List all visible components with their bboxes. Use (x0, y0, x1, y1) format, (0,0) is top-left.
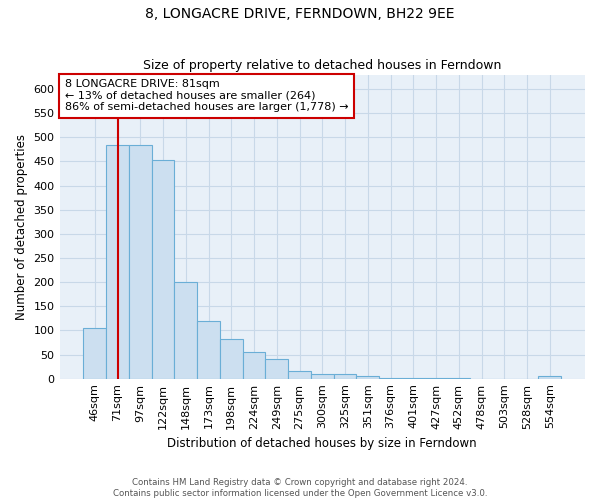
Bar (288, 372, 311, 378)
X-axis label: Distribution of detached houses by size in Ferndown: Distribution of detached houses by size … (167, 437, 477, 450)
Title: Size of property relative to detached houses in Ferndown: Size of property relative to detached ho… (143, 59, 502, 72)
Bar (175, 282, 197, 378)
Bar (334, 374, 356, 378)
Bar (242, 352, 265, 378)
Text: 8, LONGACRE DRIVE, FERNDOWN, BH22 9EE: 8, LONGACRE DRIVE, FERNDOWN, BH22 9EE (145, 8, 455, 22)
Bar (538, 376, 561, 378)
Bar (129, 144, 152, 378)
Bar (83, 328, 106, 378)
Bar (152, 160, 175, 378)
Text: 8 LONGACRE DRIVE: 81sqm
← 13% of detached houses are smaller (264)
86% of semi-d: 8 LONGACRE DRIVE: 81sqm ← 13% of detache… (65, 79, 349, 112)
Bar (311, 374, 334, 378)
Text: Contains HM Land Registry data © Crown copyright and database right 2024.
Contai: Contains HM Land Registry data © Crown c… (113, 478, 487, 498)
Bar (106, 144, 129, 378)
Bar (356, 376, 379, 378)
Bar (220, 339, 242, 378)
Y-axis label: Number of detached properties: Number of detached properties (15, 134, 28, 320)
Bar (197, 321, 220, 378)
Bar (265, 360, 288, 378)
